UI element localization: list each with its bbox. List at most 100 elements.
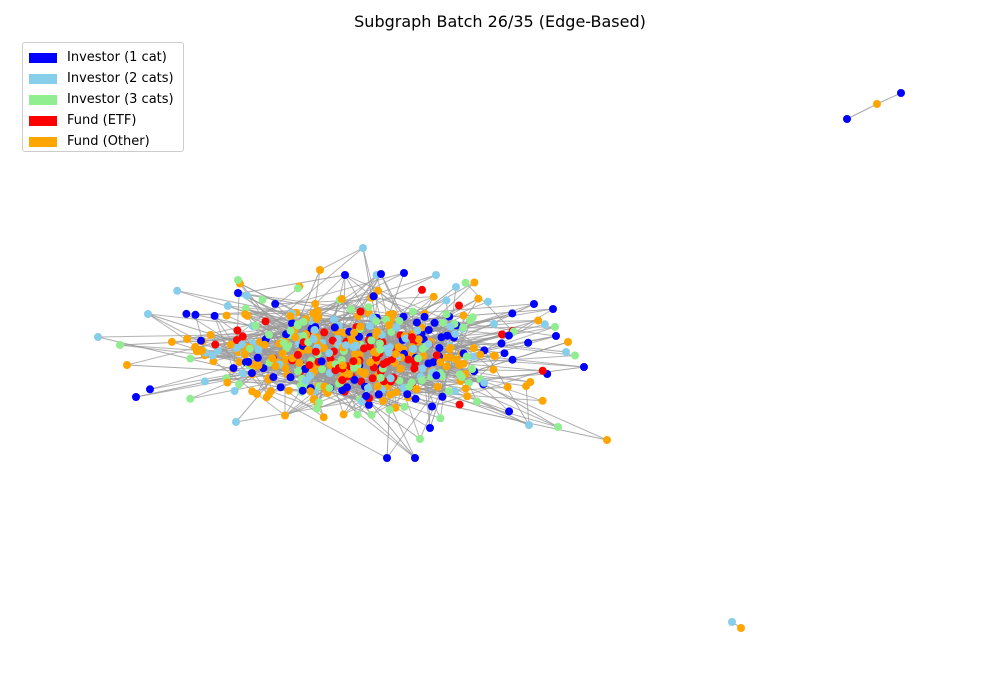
- graph-node: [490, 319, 499, 328]
- graph-node: [470, 278, 479, 287]
- graph-node: [350, 375, 359, 384]
- graph-node: [455, 400, 464, 409]
- graph-node: [116, 341, 124, 349]
- graph-node: [455, 301, 463, 310]
- graph-edge: [334, 326, 567, 353]
- graph-node: [468, 365, 477, 373]
- graph-node: [234, 276, 242, 284]
- graph-node: [269, 373, 278, 382]
- graph-node: [271, 362, 280, 371]
- legend-item-fund-etf: Fund (ETF): [29, 110, 183, 131]
- graph-node: [341, 271, 349, 279]
- graph-node: [311, 347, 320, 356]
- legend-item-fund-other: Fund (Other): [29, 131, 183, 152]
- graph-node: [446, 322, 455, 331]
- graph-node: [232, 336, 241, 345]
- graph-node: [395, 376, 404, 385]
- graph-node: [198, 346, 207, 355]
- graph-node: [389, 310, 398, 318]
- graph-node: [233, 326, 242, 335]
- graph-node: [365, 321, 374, 330]
- graph-node: [235, 380, 243, 389]
- graph-node: [223, 378, 232, 387]
- graph-node: [549, 305, 557, 313]
- graph-node: [182, 309, 191, 318]
- graph-node: [284, 386, 293, 395]
- graph-node: [276, 383, 285, 392]
- graph-node: [400, 269, 408, 277]
- graph-node: [395, 317, 404, 325]
- graph-node: [144, 310, 152, 318]
- legend-swatch: [29, 136, 57, 147]
- graph-node: [235, 358, 244, 367]
- graph-node: [230, 387, 239, 395]
- graph-node: [538, 366, 547, 375]
- graph-node: [238, 332, 247, 341]
- graph-node: [353, 410, 362, 419]
- graph-node: [400, 402, 409, 411]
- graph-node: [416, 435, 424, 443]
- graph-node: [432, 351, 441, 360]
- legend-label: Investor (3 cats): [67, 92, 174, 107]
- graph-node: [304, 345, 313, 354]
- graph-node: [374, 390, 383, 399]
- graph-edge: [876, 92, 902, 105]
- graph-node: [461, 384, 470, 393]
- graph-node: [226, 340, 235, 349]
- graph-node: [234, 289, 242, 297]
- nodes-layer: [94, 89, 905, 632]
- graph-node: [462, 352, 471, 361]
- graph-node: [364, 303, 373, 312]
- graph-node: [503, 383, 512, 392]
- graph-node: [281, 411, 289, 420]
- graph-node: [271, 299, 280, 308]
- graph-node: [186, 394, 195, 403]
- graph-node: [480, 378, 489, 387]
- graph-node: [376, 373, 385, 382]
- graph-node: [367, 410, 376, 419]
- graph-node: [408, 333, 416, 342]
- graph-node: [359, 244, 367, 252]
- graph-node: [240, 350, 249, 359]
- graph-node: [241, 310, 250, 319]
- graph-node: [414, 354, 423, 363]
- graph-node: [413, 326, 422, 335]
- graph-node: [319, 413, 328, 422]
- graph-node: [410, 364, 419, 373]
- legend-item-investor-2cats: Investor (2 cats): [29, 68, 183, 89]
- graph-node: [293, 321, 302, 330]
- graph-node: [500, 349, 509, 358]
- graph-edge: [275, 320, 312, 367]
- graph-node: [391, 350, 400, 359]
- graph-node: [418, 285, 426, 294]
- graph-node: [554, 423, 562, 431]
- graph-node: [385, 348, 394, 357]
- graph-node: [424, 326, 433, 334]
- graph-node: [385, 405, 394, 414]
- graph-node: [251, 321, 260, 330]
- graph-node: [466, 316, 475, 325]
- graph-edge: [310, 375, 433, 407]
- legend-swatch: [29, 94, 57, 105]
- graph-node: [325, 349, 334, 358]
- graph-node: [452, 283, 460, 291]
- graph-node: [339, 361, 347, 370]
- graph-node: [551, 322, 559, 331]
- graph-node: [222, 311, 231, 320]
- graph-node: [436, 358, 445, 367]
- graph-node: [286, 312, 295, 321]
- graph-node: [245, 344, 254, 353]
- graph-node: [286, 373, 295, 382]
- graph-node: [351, 341, 360, 350]
- graph-node: [317, 357, 326, 366]
- graph-node: [293, 350, 302, 359]
- graph-node: [309, 335, 318, 344]
- graph-node: [429, 358, 438, 367]
- graph-node: [408, 307, 417, 316]
- graph-node: [197, 336, 205, 345]
- graph-edge: [501, 320, 539, 344]
- graph-node: [534, 316, 543, 325]
- graph-node: [298, 386, 307, 395]
- graph-node: [562, 348, 570, 356]
- graph-node: [508, 355, 517, 364]
